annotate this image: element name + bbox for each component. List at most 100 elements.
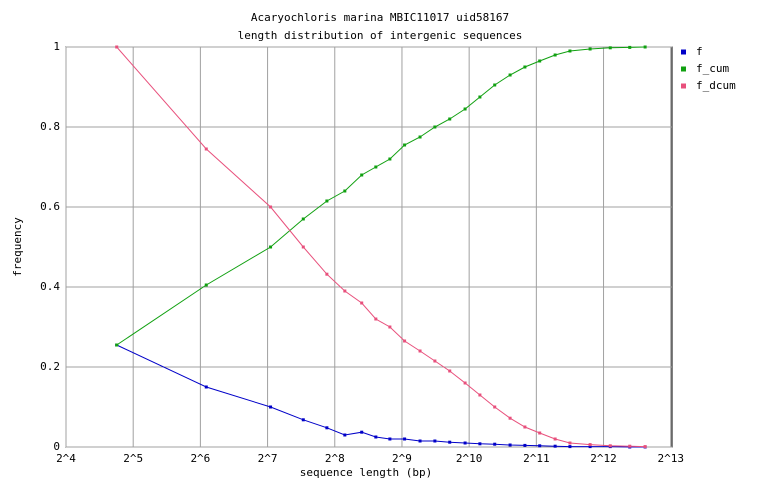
data-point bbox=[204, 147, 208, 151]
data-point bbox=[643, 445, 647, 449]
data-point bbox=[418, 349, 422, 353]
data-point bbox=[325, 272, 329, 276]
data-point bbox=[508, 416, 512, 420]
data-point bbox=[301, 217, 305, 221]
data-point bbox=[568, 441, 572, 445]
x-tick-label: 2^5 bbox=[123, 452, 143, 465]
data-point bbox=[523, 425, 527, 429]
data-point bbox=[374, 435, 378, 439]
series-line bbox=[116, 344, 646, 448]
data-point bbox=[478, 393, 482, 397]
x-tick-label: 2^10 bbox=[456, 452, 483, 465]
y-tick-label: 0.4 bbox=[40, 280, 60, 293]
data-point bbox=[360, 173, 364, 177]
data-point bbox=[463, 107, 467, 111]
x-tick-label: 2^6 bbox=[190, 452, 210, 465]
data-point bbox=[418, 439, 422, 443]
legend-swatch bbox=[681, 83, 686, 89]
y-tick-label: 0 bbox=[53, 440, 60, 453]
data-point bbox=[374, 165, 378, 169]
data-point bbox=[388, 437, 392, 441]
data-point bbox=[553, 437, 557, 441]
x-tick-label: 2^13 bbox=[657, 452, 684, 465]
data-point bbox=[608, 444, 612, 448]
data-point bbox=[493, 405, 497, 409]
data-point bbox=[360, 301, 364, 305]
y-tick-label: 1 bbox=[53, 40, 60, 53]
y-tick-label: 0.6 bbox=[40, 200, 60, 213]
legend-label: f bbox=[696, 45, 703, 58]
data-point bbox=[448, 440, 452, 444]
data-point bbox=[478, 95, 482, 99]
data-point bbox=[360, 430, 364, 434]
y-tick-label: 0.8 bbox=[40, 120, 60, 133]
x-tick-label: 2^12 bbox=[590, 452, 617, 465]
data-point bbox=[628, 444, 632, 448]
data-point bbox=[433, 125, 437, 129]
legend-swatch bbox=[681, 49, 686, 55]
x-tick-label: 2^4 bbox=[56, 452, 76, 465]
data-point bbox=[608, 46, 612, 50]
data-point bbox=[643, 45, 647, 49]
data-point bbox=[508, 443, 512, 447]
data-point bbox=[403, 437, 407, 441]
data-point bbox=[301, 245, 305, 249]
data-point bbox=[523, 443, 527, 447]
series-line bbox=[116, 46, 646, 346]
data-point bbox=[448, 369, 452, 373]
data-point bbox=[493, 442, 497, 446]
x-tick-label: 2^9 bbox=[392, 452, 412, 465]
data-point bbox=[388, 157, 392, 161]
x-tick-label: 2^7 bbox=[258, 452, 278, 465]
data-point bbox=[433, 359, 437, 363]
data-point bbox=[343, 189, 347, 193]
data-point bbox=[523, 65, 527, 69]
data-point bbox=[538, 444, 542, 448]
data-point bbox=[448, 117, 452, 121]
data-point bbox=[553, 444, 557, 448]
data-point bbox=[493, 83, 497, 87]
data-point bbox=[388, 325, 392, 329]
data-point bbox=[538, 59, 542, 63]
data-point bbox=[269, 205, 273, 209]
chart-subtitle: length distribution of intergenic sequen… bbox=[238, 29, 523, 42]
plot-frame bbox=[65, 46, 673, 448]
data-point bbox=[463, 441, 467, 445]
data-point bbox=[478, 442, 482, 446]
legend-label: f_dcum bbox=[696, 79, 736, 92]
y-axis-label: frequency bbox=[11, 217, 24, 277]
data-point bbox=[325, 426, 329, 430]
data-point bbox=[204, 385, 208, 389]
data-point bbox=[588, 443, 592, 447]
y-tick-label: 0.2 bbox=[40, 360, 60, 373]
data-point bbox=[115, 45, 119, 49]
data-point bbox=[403, 339, 407, 343]
data-point bbox=[374, 317, 378, 321]
data-point bbox=[568, 445, 572, 449]
data-point bbox=[538, 431, 542, 435]
chart-title: Acaryochloris marina MBIC11017 uid58167 bbox=[251, 11, 509, 24]
legend-label: f_cum bbox=[696, 62, 729, 75]
series-line bbox=[116, 46, 646, 448]
data-point bbox=[418, 135, 422, 139]
legend-swatch bbox=[681, 66, 686, 72]
data-point bbox=[343, 433, 347, 437]
data-point bbox=[403, 143, 407, 147]
data-point bbox=[463, 381, 467, 385]
data-point bbox=[508, 73, 512, 77]
x-tick-label: 2^11 bbox=[523, 452, 550, 465]
data-point bbox=[553, 53, 557, 57]
data-point bbox=[433, 439, 437, 443]
x-tick-label: 2^8 bbox=[325, 452, 345, 465]
data-point bbox=[325, 199, 329, 203]
x-axis-label: sequence length (bp) bbox=[300, 466, 432, 479]
data-point bbox=[115, 343, 119, 347]
data-point bbox=[343, 289, 347, 293]
data-point bbox=[269, 245, 273, 249]
data-point bbox=[269, 405, 273, 409]
data-point bbox=[568, 49, 572, 53]
data-point bbox=[588, 445, 592, 449]
data-point bbox=[301, 418, 305, 422]
data-point bbox=[628, 45, 632, 49]
